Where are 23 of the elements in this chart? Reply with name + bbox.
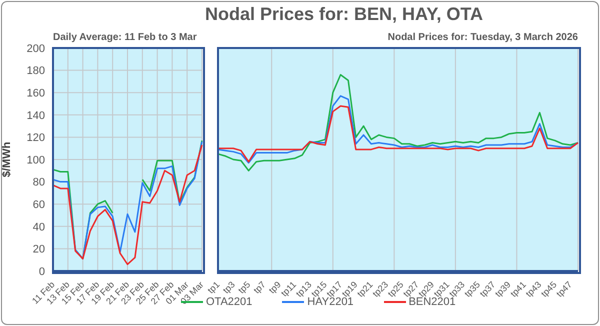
y-axis-title: $/MWh bbox=[0, 142, 13, 178]
y-tick-label: 20 bbox=[32, 244, 45, 256]
legend-label: HAY2201 bbox=[307, 296, 354, 308]
y-tick-label: 80 bbox=[32, 176, 45, 189]
x-tick-label: tp9 bbox=[266, 279, 283, 296]
y-tick-label: 200 bbox=[26, 42, 45, 55]
x-tick-label: tp7 bbox=[252, 279, 268, 296]
y-tick-label: 180 bbox=[26, 65, 45, 78]
y-tick-label: 60 bbox=[32, 199, 45, 212]
legend-label: OTA2201 bbox=[206, 296, 252, 308]
chart-subtitle: Daily Average: 11 Feb to 3 Mar bbox=[53, 32, 198, 43]
y-tick-label: 0 bbox=[38, 266, 45, 278]
x-tick-label: tp1 bbox=[206, 279, 222, 296]
legend-label: BEN2201 bbox=[408, 296, 456, 308]
x-tick-label: tp5 bbox=[236, 279, 252, 296]
y-tick-label: 120 bbox=[26, 132, 45, 144]
y-tick-label: 100 bbox=[26, 154, 45, 166]
chart-title: Nodal Prices for: BEN, HAY, OTA bbox=[204, 4, 484, 25]
x-tick-label: tp3 bbox=[220, 279, 237, 296]
y-tick-label: 160 bbox=[26, 88, 45, 100]
chart-subtitle: Nodal Prices for: Tuesday, 3 March 2026 bbox=[386, 32, 578, 43]
y-tick-label: 40 bbox=[32, 221, 45, 234]
y-tick-label: 140 bbox=[26, 110, 45, 122]
